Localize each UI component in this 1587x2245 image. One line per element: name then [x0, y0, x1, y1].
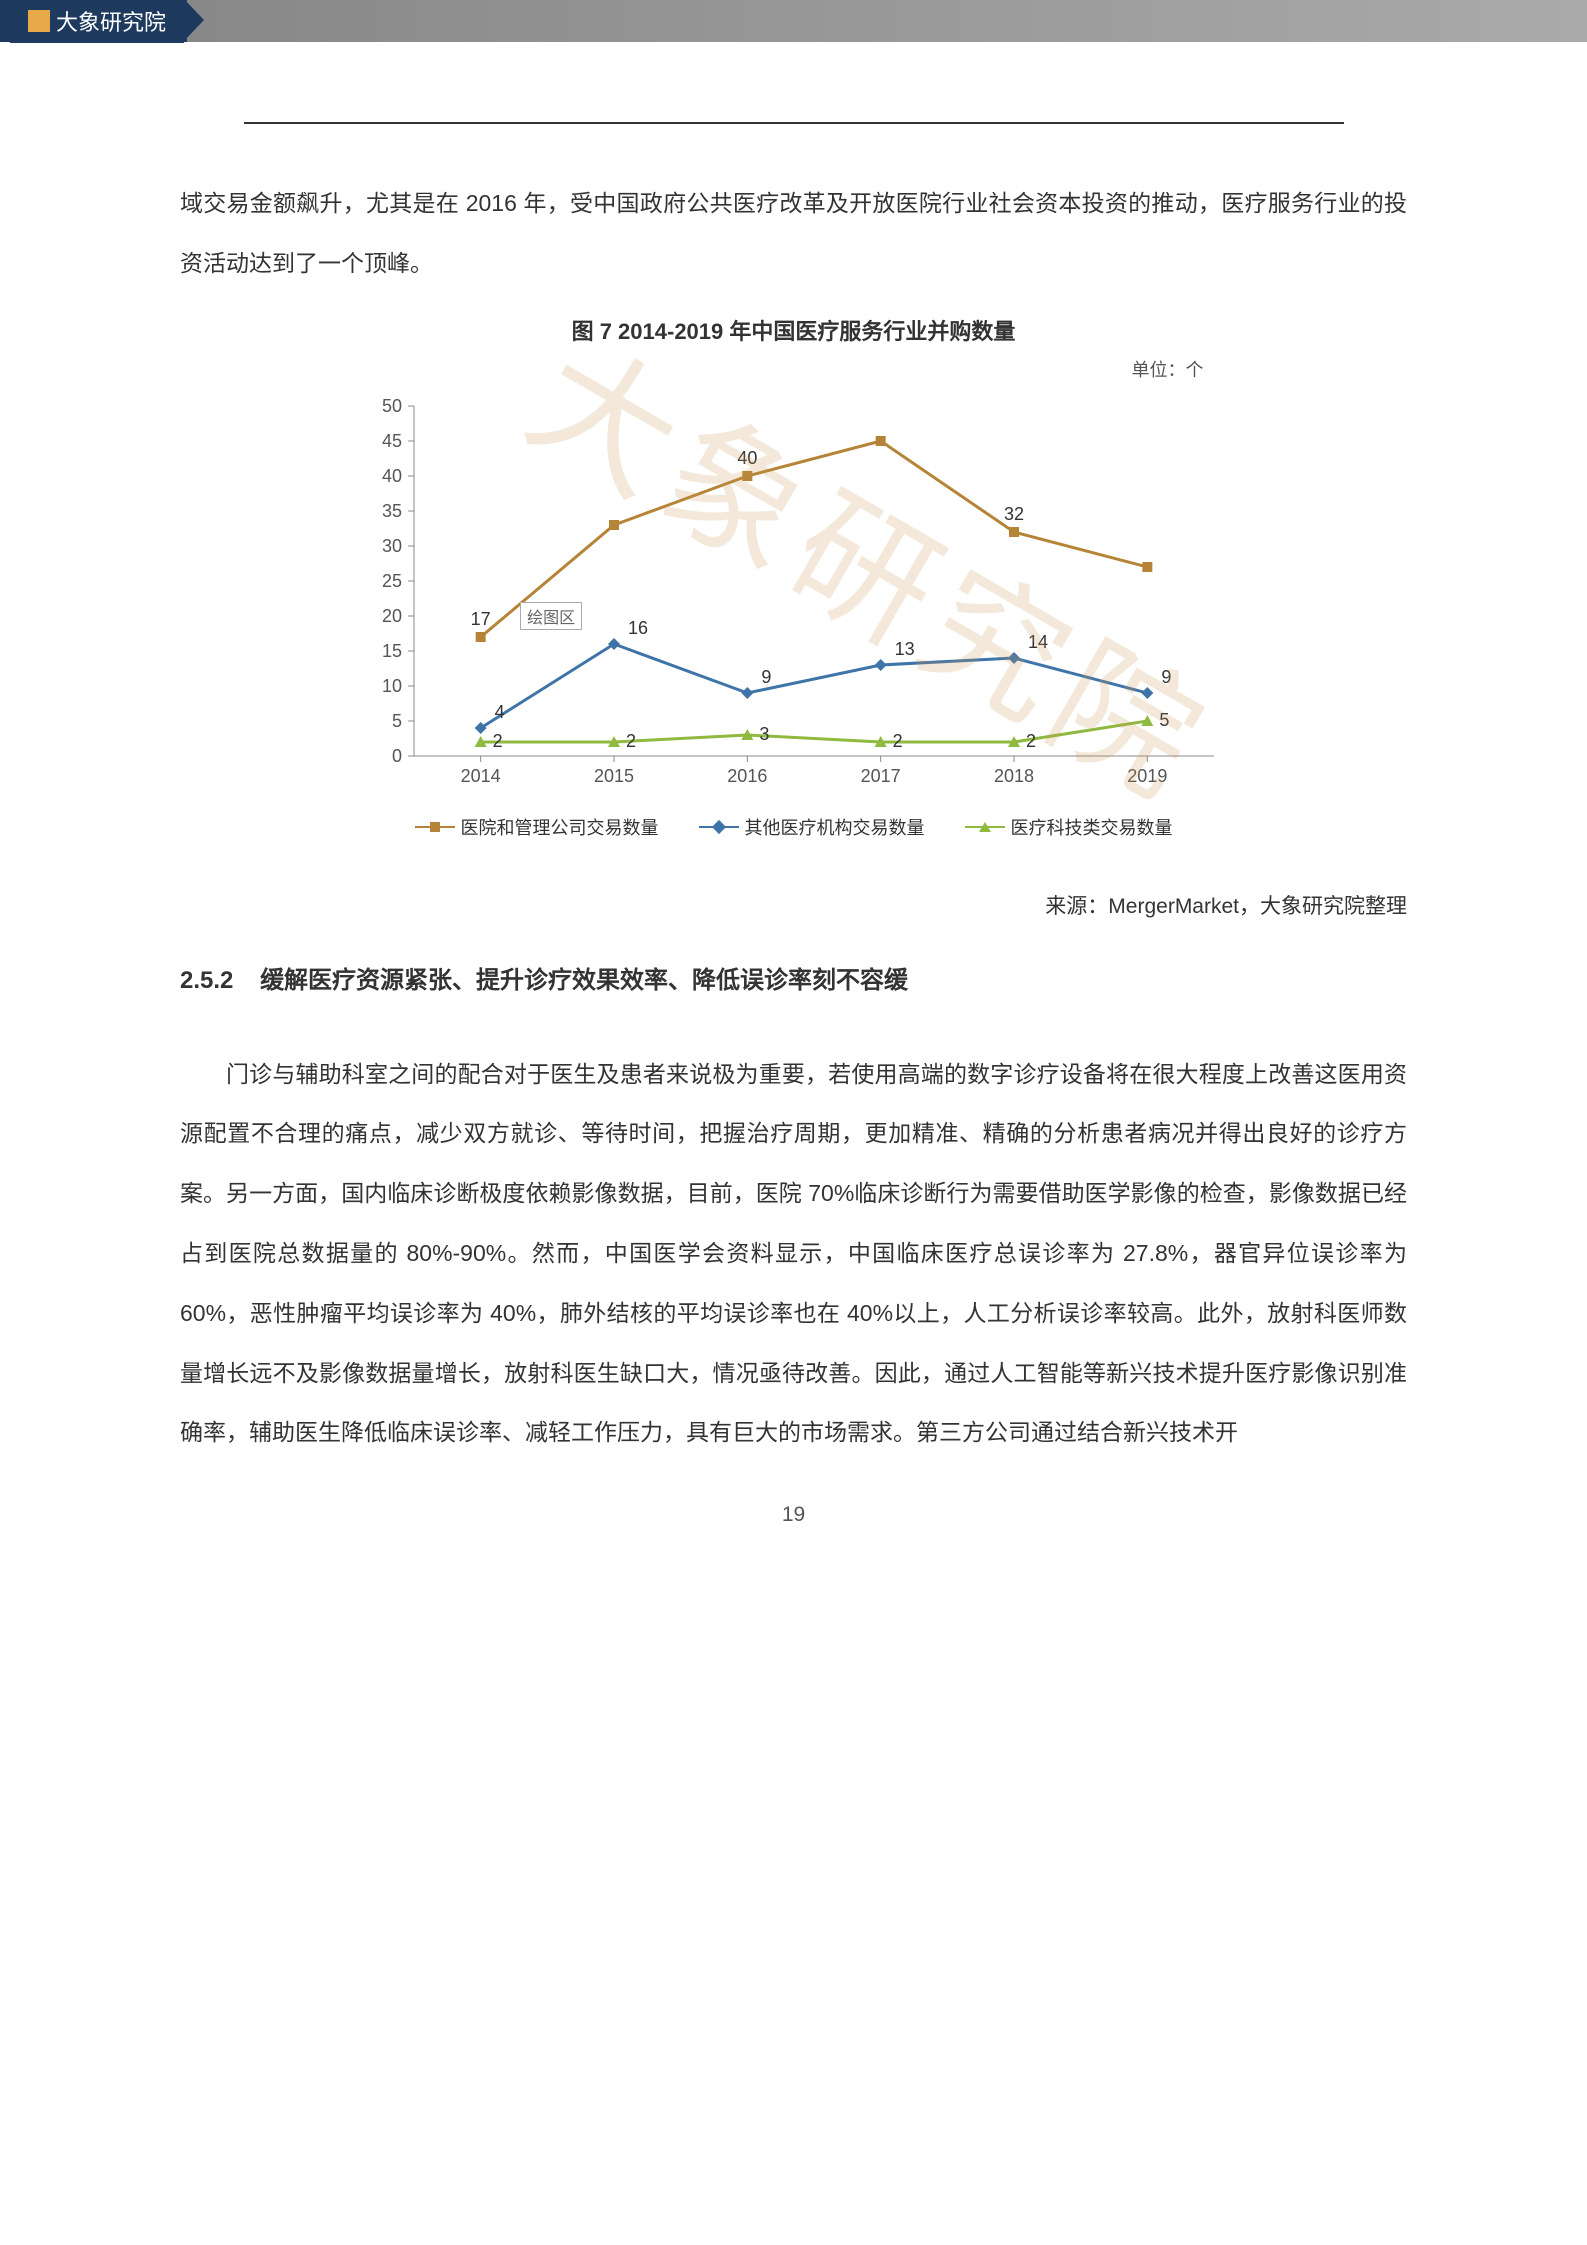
- intro-paragraph: 域交易金额飙升，尤其是在 2016 年，受中国政府公共医疗改革及开放医院行业社会…: [180, 174, 1407, 294]
- svg-text:40: 40: [381, 466, 401, 486]
- svg-text:2: 2: [492, 731, 502, 751]
- chart-unit: 单位：个: [344, 356, 1244, 382]
- svg-text:20: 20: [381, 606, 401, 626]
- svg-text:5: 5: [391, 711, 401, 731]
- svg-text:15: 15: [381, 641, 401, 661]
- svg-text:30: 30: [381, 536, 401, 556]
- svg-text:2016: 2016: [727, 766, 767, 786]
- svg-text:17: 17: [470, 609, 490, 629]
- section-number: 2.5.2: [180, 967, 233, 994]
- svg-text:2015: 2015: [593, 766, 633, 786]
- legend-label: 医疗科技类交易数量: [1011, 814, 1173, 840]
- header-bar: 大象研究院: [0, 0, 1587, 42]
- chart-legend: 医院和管理公司交易数量 其他医疗机构交易数量 医疗科技类交易数量: [344, 814, 1244, 840]
- svg-text:2014: 2014: [460, 766, 500, 786]
- svg-text:35: 35: [381, 501, 401, 521]
- top-rule: [244, 122, 1344, 124]
- legend-label: 其他医疗机构交易数量: [745, 814, 925, 840]
- logo-text: 大象研究院: [56, 5, 166, 37]
- legend-item: 其他医疗机构交易数量: [699, 814, 925, 840]
- svg-text:2: 2: [1026, 731, 1036, 751]
- section-body: 门诊与辅助科室之间的配合对于医生及患者来说极为重要，若使用高端的数字诊疗设备将在…: [180, 1045, 1407, 1464]
- page-number: 19: [180, 1503, 1407, 1527]
- line-chart: 0510152025303540455020142015201620172018…: [344, 386, 1244, 806]
- svg-text:9: 9: [761, 667, 771, 687]
- legend-label: 医院和管理公司交易数量: [461, 814, 659, 840]
- chart-title: 图 7 2014-2019 年中国医疗服务行业并购数量: [180, 314, 1407, 346]
- svg-text:0: 0: [391, 746, 401, 766]
- svg-text:25: 25: [381, 571, 401, 591]
- legend-item: 医院和管理公司交易数量: [415, 814, 659, 840]
- section-title: 缓解医疗资源紧张、提升诊疗效果效率、降低误诊率刻不容缓: [260, 967, 908, 994]
- svg-text:14: 14: [1028, 632, 1048, 652]
- svg-text:40: 40: [737, 448, 757, 468]
- svg-text:9: 9: [1161, 667, 1171, 687]
- svg-text:10: 10: [381, 676, 401, 696]
- svg-text:5: 5: [1159, 710, 1169, 730]
- svg-text:3: 3: [759, 724, 769, 744]
- legend-item: 医疗科技类交易数量: [965, 814, 1173, 840]
- chart-source: 来源：MergerMarket，大象研究院整理: [180, 890, 1407, 920]
- elephant-icon: [28, 10, 50, 32]
- svg-text:2017: 2017: [860, 766, 900, 786]
- plotbox-label: 绘图区: [520, 602, 582, 630]
- svg-text:2: 2: [626, 731, 636, 751]
- svg-text:2019: 2019: [1127, 766, 1167, 786]
- svg-text:32: 32: [1003, 504, 1023, 524]
- logo: 大象研究院: [10, 0, 184, 43]
- page-content: 大象研究院 域交易金额飙升，尤其是在 2016 年，受中国政府公共医疗改革及开放…: [0, 42, 1587, 1567]
- svg-text:16: 16: [628, 618, 648, 638]
- svg-text:13: 13: [894, 639, 914, 659]
- section-heading: 2.5.2 缓解医疗资源紧张、提升诊疗效果效率、降低误诊率刻不容缓: [180, 960, 1407, 995]
- svg-text:45: 45: [381, 431, 401, 451]
- svg-text:4: 4: [494, 702, 504, 722]
- svg-text:50: 50: [381, 396, 401, 416]
- chart-container: 单位：个 05101520253035404550201420152016201…: [344, 356, 1244, 840]
- svg-text:2018: 2018: [993, 766, 1033, 786]
- svg-text:2: 2: [892, 731, 902, 751]
